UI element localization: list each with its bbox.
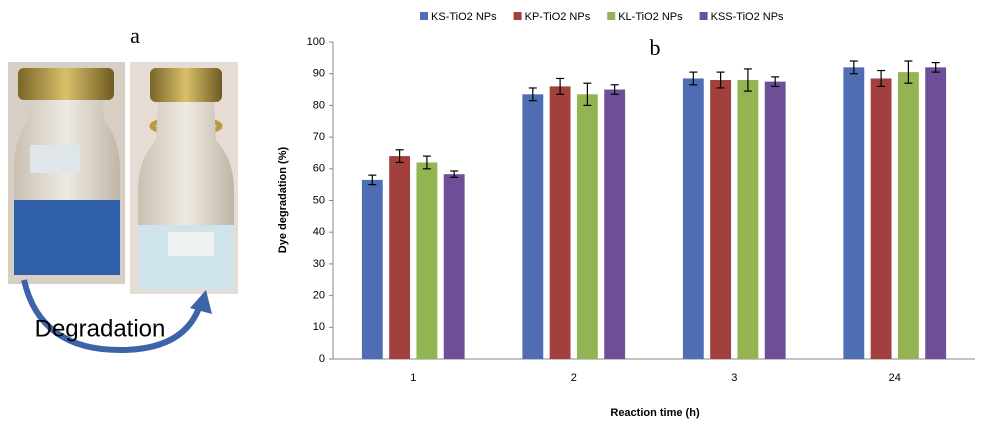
legend-label: KL-TiO2 NPs (618, 11, 683, 23)
y-tick-label: 90 (313, 68, 325, 80)
legend-label: KSS-TiO2 NPs (711, 11, 784, 23)
bar (361, 179, 383, 359)
legend-swatch (607, 12, 616, 20)
y-tick-label: 100 (307, 36, 325, 48)
bar (443, 174, 465, 359)
bar (737, 80, 759, 359)
bar (549, 86, 571, 359)
x-tick-label: 1 (410, 372, 416, 384)
bottle-label (30, 145, 80, 173)
bar (870, 78, 892, 359)
y-tick-label: 70 (313, 131, 325, 143)
y-tick-label: 60 (313, 163, 325, 175)
arrow (21, 279, 203, 354)
bar (576, 94, 598, 360)
bar (416, 162, 438, 359)
y-tick-label: 40 (313, 226, 325, 238)
y-tick-label: 30 (313, 258, 325, 270)
bar (843, 67, 865, 360)
y-tick-label: 80 (313, 99, 325, 111)
bar (682, 78, 704, 359)
caption: Degradation (35, 315, 166, 342)
bottle-cap (18, 68, 114, 100)
legend-label: KP-TiO2 NPs (525, 11, 591, 23)
x-tick-label: 2 (571, 372, 577, 384)
dye-liquid (14, 200, 120, 275)
bar (897, 72, 919, 360)
x-axis-title: Reaction time (h) (610, 407, 700, 419)
bar (604, 89, 626, 360)
legend-swatch (699, 12, 708, 20)
y-tick-label: 0 (319, 353, 325, 365)
y-tick-label: 20 (313, 290, 325, 302)
bar (764, 81, 786, 359)
y-tick-label: 50 (313, 194, 325, 206)
bar (389, 156, 411, 359)
bar (925, 67, 947, 360)
legend-swatch (420, 12, 428, 20)
y-tick-label: 10 (313, 321, 325, 333)
bottle-label (168, 232, 214, 256)
x-tick-label: 24 (889, 372, 901, 384)
panel-label: a (130, 23, 140, 48)
legend-label: KS-TiO2 NPs (431, 11, 497, 23)
bar (522, 94, 544, 360)
bottle-cap (150, 68, 222, 102)
legend-swatch (513, 12, 522, 20)
bar (710, 80, 732, 359)
x-tick-label: 3 (731, 372, 737, 384)
photo: a Degradation (8, 23, 238, 354)
y-axis-title: Dye degradation (%) (277, 146, 289, 253)
arrow-head (190, 290, 212, 314)
panel-label: b (650, 35, 661, 60)
